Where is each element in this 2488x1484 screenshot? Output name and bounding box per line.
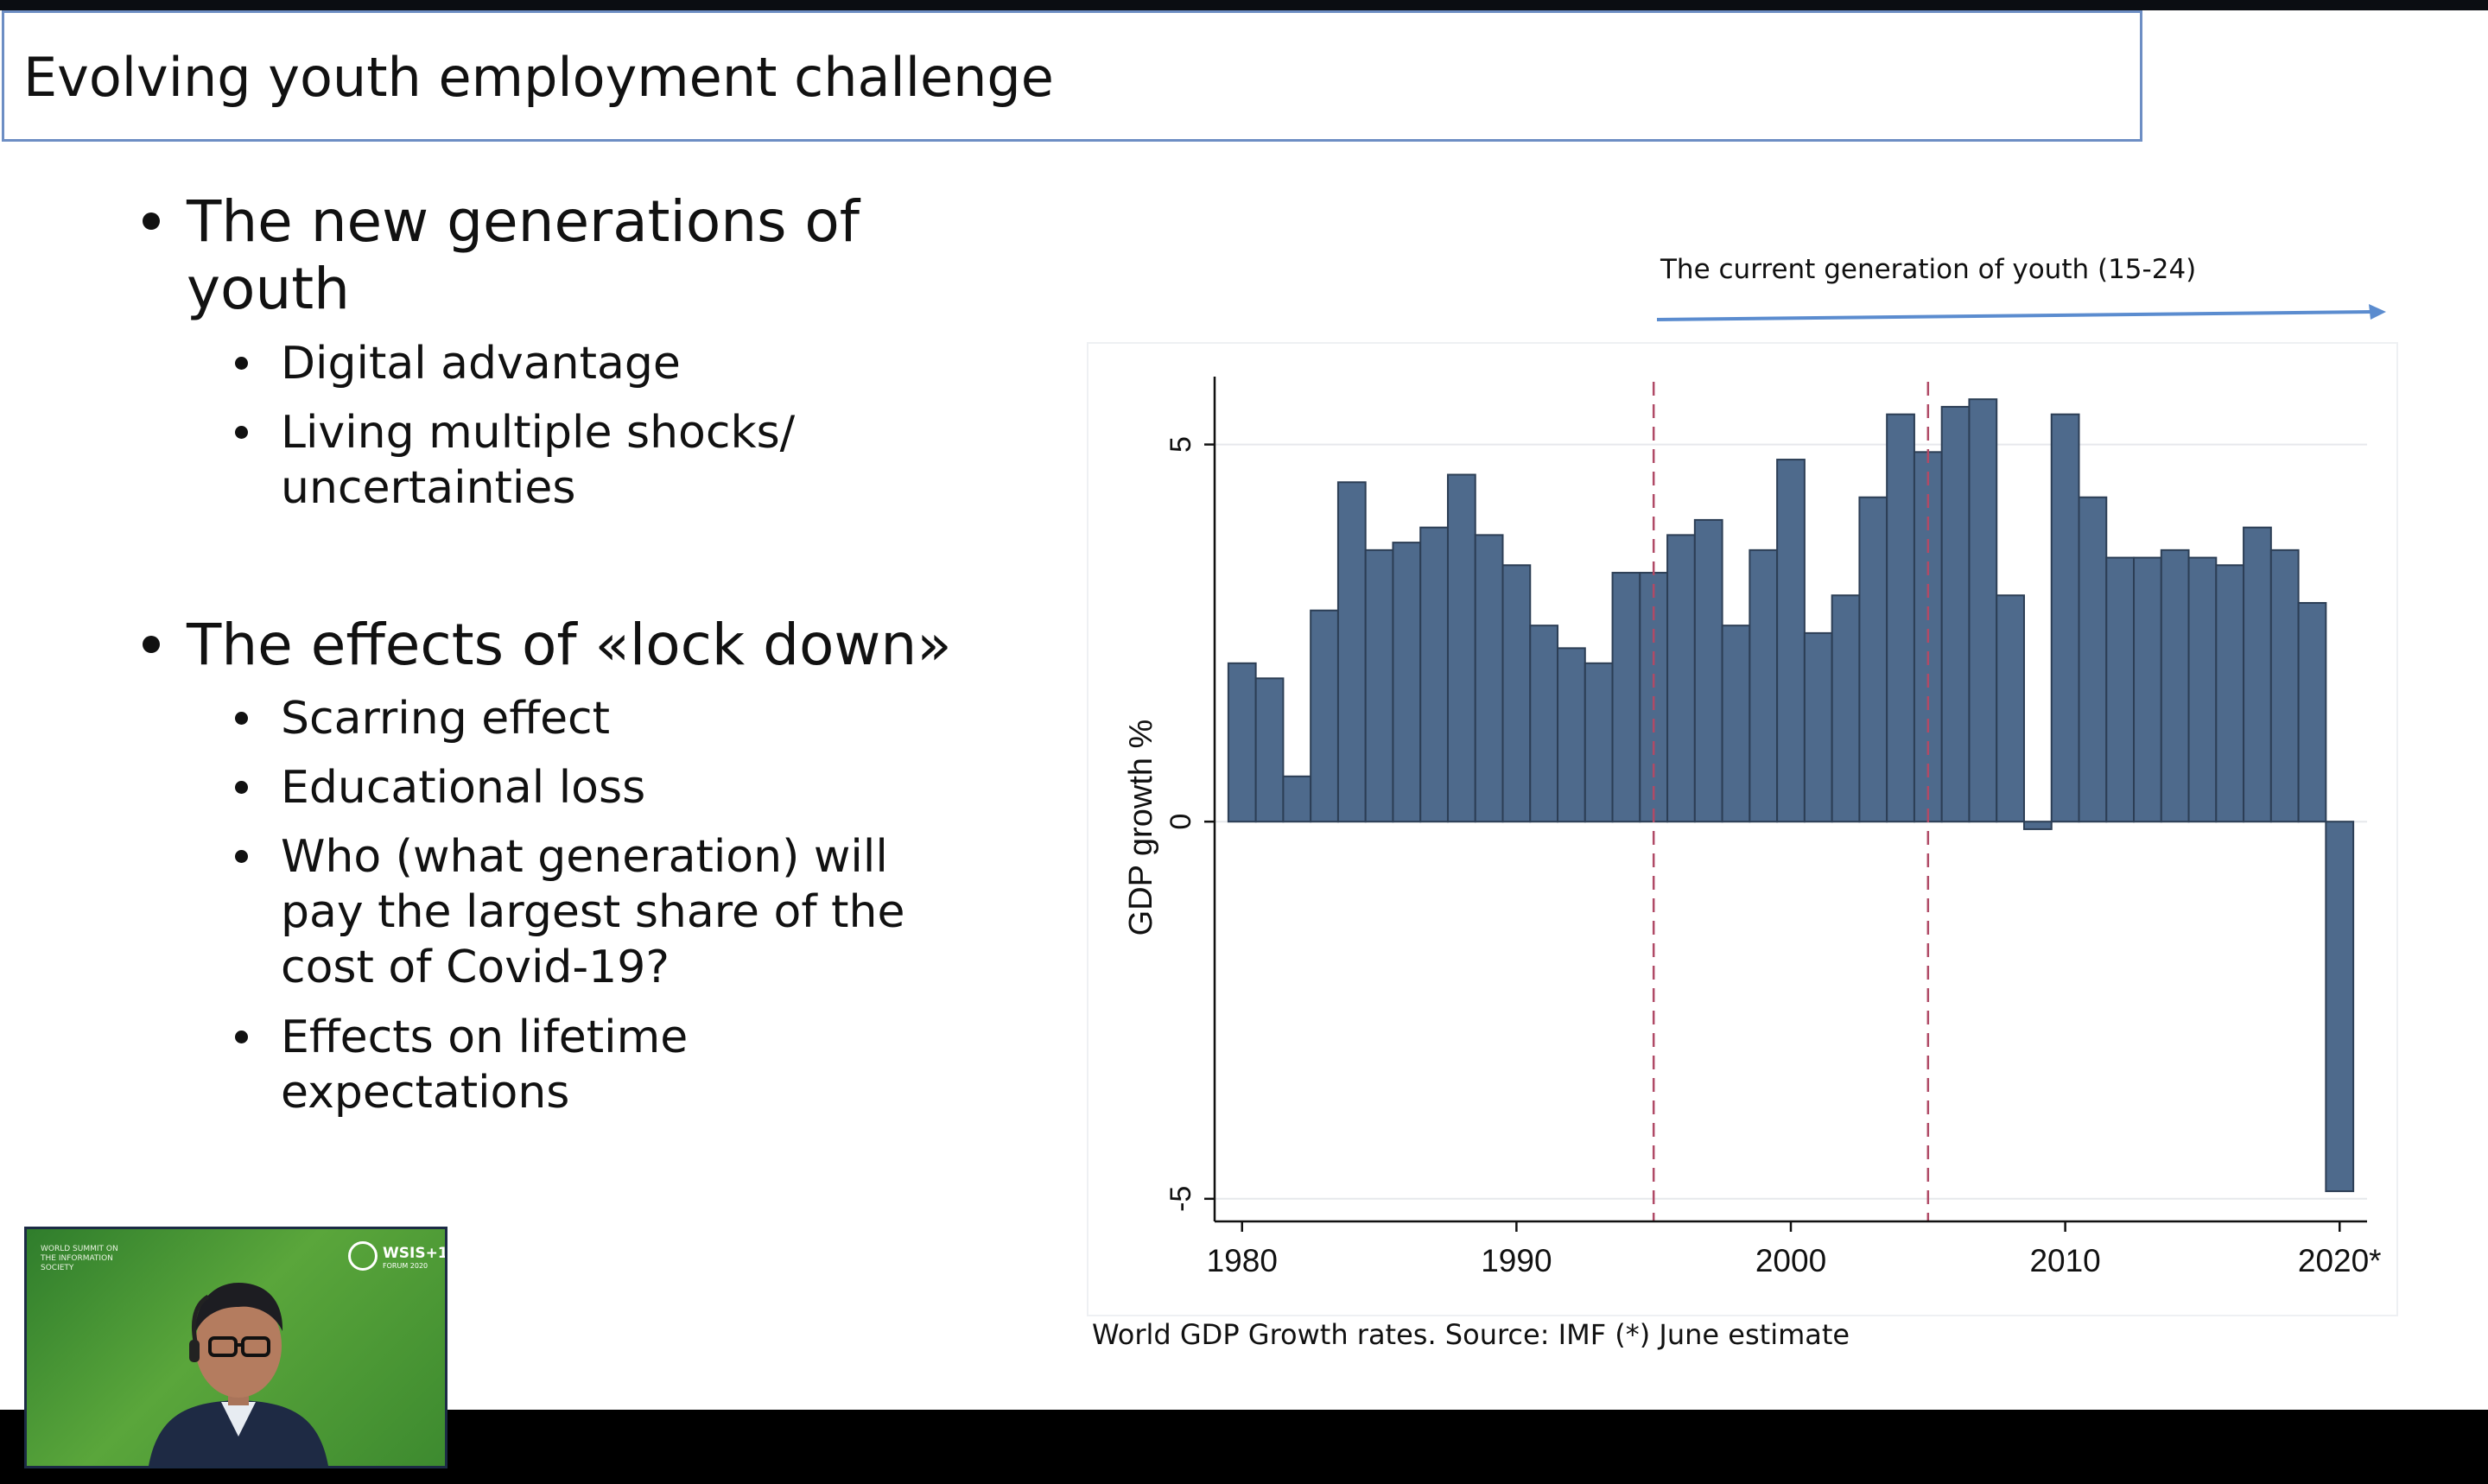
- bar-2013: [2133, 556, 2162, 823]
- axis-layer: -5 0 5 1980 1990 2000 2010 2020*: [1165, 377, 2382, 1278]
- sub-bullet-text: uncertainties: [281, 462, 576, 514]
- y-axis-label: GDP growth %: [1123, 720, 1159, 936]
- bar-1990: [1501, 564, 1532, 823]
- bar-2018: [2269, 549, 2300, 823]
- wsis-logo-subtext: FORUM 2020: [383, 1262, 428, 1270]
- sub-bullet-text: Living multiple shocks/: [281, 407, 796, 459]
- bar-layer: [1227, 398, 2355, 1193]
- bullet-text: youth: [187, 256, 350, 322]
- reference-line-layer: [1652, 382, 1930, 1221]
- bar-1996: [1666, 534, 1696, 823]
- bullet-dot: [143, 212, 160, 230]
- bar-1998: [1721, 625, 1751, 823]
- bar-1999: [1749, 549, 1779, 823]
- slide-title-box: Evolving youth employment challenge: [2, 10, 2142, 142]
- bar-2009: [2022, 821, 2053, 830]
- sub-bullet-text: Scarring effect: [281, 693, 611, 745]
- youth-generation-label: The current generation of youth (15-24): [1660, 254, 2197, 285]
- bar-2015: [2187, 556, 2218, 823]
- sub-bullet-text: pay the largest share of the: [281, 886, 905, 938]
- bar-2006: [1940, 405, 1971, 823]
- bar-2001: [1803, 631, 1833, 823]
- bullet-dot: [143, 636, 160, 653]
- bar-1992: [1557, 647, 1586, 823]
- x-tick-label: 2000: [1755, 1243, 1826, 1278]
- bar-2014: [2160, 549, 2190, 823]
- bar-2019: [2297, 601, 2327, 823]
- bar-2010: [2050, 413, 2080, 823]
- sub-bullet-text: cost of Covid-19?: [281, 942, 670, 993]
- speaker-avatar: [149, 1283, 328, 1466]
- bar-2016: [2215, 564, 2245, 823]
- bar-1984: [1336, 481, 1367, 823]
- sub-bullet-text: Effects on lifetime: [281, 1012, 689, 1063]
- x-tick-label: 1980: [1207, 1243, 1278, 1278]
- bar-1989: [1474, 534, 1504, 823]
- bar-1994: [1611, 572, 1641, 823]
- y-tick-label: -5: [1165, 1186, 1197, 1212]
- y-tick-label: 0: [1165, 814, 1197, 830]
- bar-2011: [2078, 496, 2108, 823]
- bar-1991: [1529, 625, 1559, 823]
- youth-generation-arrow: [1656, 304, 2386, 321]
- bar-2004: [1886, 413, 1915, 823]
- wsis-logo-text: WSIS+15: [383, 1245, 447, 1262]
- sub-bullet-dot: [235, 781, 248, 794]
- bar-1980: [1227, 662, 1257, 823]
- wsis-logo-icon: [348, 1241, 378, 1271]
- bar-1982: [1282, 775, 1312, 823]
- bar-2008: [1996, 594, 2025, 823]
- summit-name-text: WORLD SUMMIT ON THE INFORMATION SOCIETY: [41, 1245, 118, 1272]
- bar-2017: [2243, 526, 2272, 823]
- bar-1983: [1310, 609, 1339, 823]
- sub-bullet-text: expectations: [281, 1067, 570, 1119]
- bullet-text: The new generations of: [187, 188, 860, 255]
- bar-2000: [1776, 459, 1806, 823]
- sub-bullet-text: Digital advantage: [281, 338, 681, 390]
- x-tick-label: 2010: [2029, 1243, 2100, 1278]
- bar-1986: [1392, 542, 1422, 823]
- bar-2003: [1858, 496, 1888, 823]
- sub-bullet-dot: [235, 850, 248, 863]
- sub-bullet-dot: [235, 357, 248, 370]
- bullet-text: The effects of «lock down»: [187, 612, 952, 678]
- sub-bullet-text: Educational loss: [281, 762, 646, 814]
- bar-1981: [1254, 677, 1285, 823]
- slide-title: Evolving youth employment challenge: [23, 46, 1054, 109]
- bar-2002: [1831, 594, 1861, 823]
- x-tick-label: 2020*: [2298, 1243, 2382, 1278]
- bar-2012: [2105, 556, 2136, 823]
- sub-bullet-dot: [235, 426, 248, 439]
- y-tick-label: 5: [1165, 436, 1197, 453]
- x-tick-label: 1990: [1481, 1243, 1552, 1278]
- window-top-bar: [0, 0, 2488, 10]
- sub-bullet-dot: [235, 1031, 248, 1043]
- bar-1988: [1446, 473, 1476, 823]
- chart-caption: World GDP Growth rates. Source: IMF (*) …: [1092, 1318, 1850, 1351]
- bar-1987: [1419, 526, 1449, 823]
- bar-2007: [1968, 398, 1998, 823]
- bar-1985: [1364, 549, 1394, 823]
- sub-bullet-text: Who (what generation) will: [281, 831, 888, 883]
- speaker-video-tile[interactable]: WORLD SUMMIT ON THE INFORMATION SOCIETY …: [24, 1227, 447, 1468]
- bar-1993: [1584, 662, 1614, 823]
- sub-bullet-dot: [235, 712, 248, 725]
- chart-frame: [1087, 342, 2398, 1316]
- bar-2020: [2325, 821, 2355, 1193]
- bar-1997: [1693, 518, 1723, 823]
